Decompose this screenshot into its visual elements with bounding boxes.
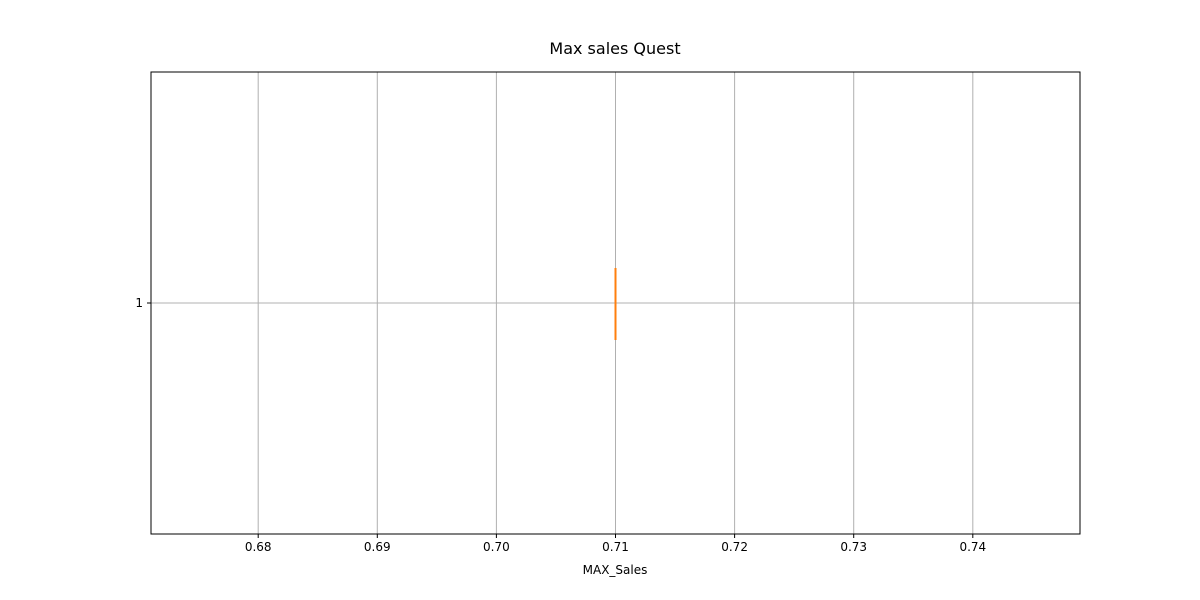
x-tick-label: 0.70 [483,540,510,554]
x-tick-label: 0.71 [602,540,629,554]
x-axis-ticks: 0.68 0.69 0.70 0.71 0.72 0.73 0.74 [245,534,986,554]
x-axis-label: MAX_Sales [583,563,648,577]
chart-title: Max sales Quest [549,39,680,58]
box-elements [614,268,617,340]
x-tick-label: 0.74 [959,540,986,554]
x-tick-label: 0.68 [245,540,272,554]
x-tick-label: 0.73 [840,540,867,554]
grid-lines [151,72,1080,534]
y-tick-label: 1 [135,296,143,310]
x-tick-label: 0.69 [364,540,391,554]
y-axis-ticks: 1 [135,296,151,310]
x-tick-label: 0.72 [721,540,748,554]
